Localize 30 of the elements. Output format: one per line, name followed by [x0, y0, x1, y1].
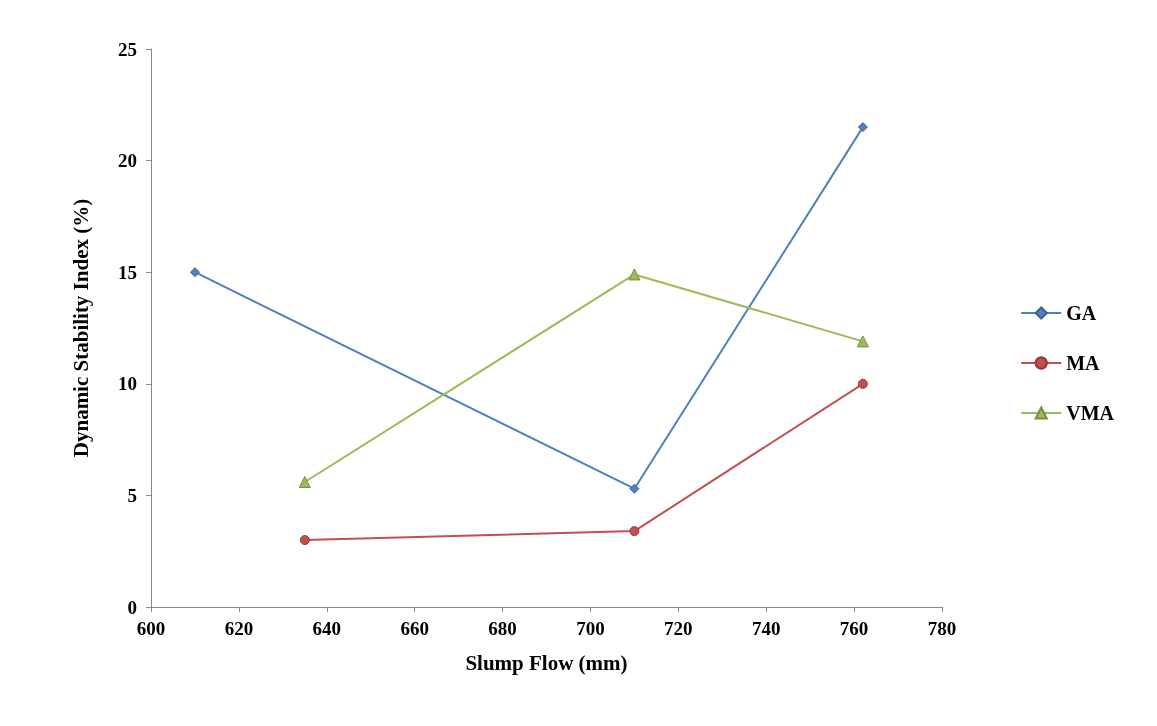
legend-label: GA [1066, 302, 1097, 324]
x-tick-label: 680 [488, 618, 517, 639]
y-tick-label: 0 [127, 596, 137, 618]
y-tick-label: 15 [118, 261, 137, 283]
x-tick-label: 780 [927, 618, 957, 639]
x-tick-label: 740 [751, 618, 781, 639]
point [629, 526, 640, 537]
y-tick-label: 10 [118, 373, 137, 395]
y-tick-label: 5 [127, 484, 137, 506]
point [298, 476, 311, 489]
legend-label: VMA [1066, 402, 1115, 424]
point [856, 335, 869, 348]
x-tick-label: 700 [576, 618, 605, 639]
legend-label: MA [1066, 352, 1101, 374]
y-tick-label: 25 [118, 38, 137, 60]
x-axis-title: Slump Flow (mm) [465, 650, 628, 675]
x-tick-label: 720 [664, 618, 693, 639]
point [629, 483, 640, 494]
point [299, 535, 310, 546]
x-tick-label: 620 [224, 618, 254, 639]
x-tick-label: 660 [400, 618, 429, 639]
y-tick-label: 20 [118, 150, 137, 172]
point [857, 378, 868, 389]
point [628, 268, 641, 281]
x-tick-label: 600 [136, 618, 166, 639]
point [189, 267, 200, 278]
point [857, 122, 868, 133]
y-axis-title: Dynamic Stability Index (%) [68, 198, 93, 458]
x-tick-label: 640 [312, 618, 342, 639]
x-tick-label: 760 [839, 618, 869, 639]
